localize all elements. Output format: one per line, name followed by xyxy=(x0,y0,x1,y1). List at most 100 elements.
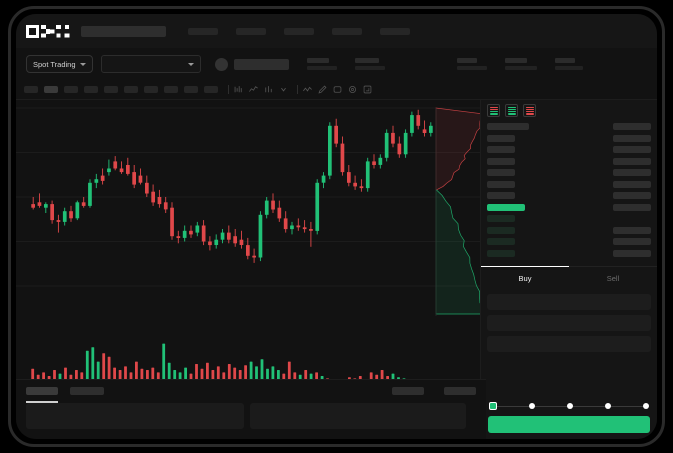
both-sides-mode-icon[interactable] xyxy=(487,104,500,117)
line-chart-icon[interactable] xyxy=(248,84,259,95)
order-book-row[interactable] xyxy=(487,169,651,176)
bottom-card-1[interactable] xyxy=(250,403,466,429)
price-chart-panel[interactable] xyxy=(16,100,486,388)
order-book-price-cell xyxy=(487,203,525,211)
timeframe-button-9[interactable] xyxy=(204,86,218,93)
order-book-size-cell xyxy=(613,192,651,199)
sub-header: Spot Trading xyxy=(16,48,657,80)
alert-icon[interactable] xyxy=(332,84,343,95)
toolbar-divider xyxy=(297,85,298,94)
trading-pair-dropdown[interactable] xyxy=(100,55,201,73)
drawing-tool-icon[interactable] xyxy=(317,84,328,95)
order-book-row[interactable] xyxy=(487,134,651,142)
chart-toolbar xyxy=(16,80,657,100)
indicator-icon[interactable] xyxy=(302,84,313,95)
order-book-price-cell xyxy=(487,169,515,176)
bottom-tab-1[interactable] xyxy=(70,387,104,395)
order-book-price-cell xyxy=(487,123,529,130)
order-amount-field[interactable] xyxy=(487,315,651,331)
timeframe-button-3[interactable] xyxy=(84,86,98,93)
bottom-right-tab-0[interactable] xyxy=(392,387,424,395)
bar-chart-icon[interactable] xyxy=(263,84,274,95)
timeframe-button-6[interactable] xyxy=(144,86,158,93)
bottom-panel xyxy=(16,379,486,439)
order-book-row[interactable] xyxy=(487,180,651,188)
timeframe-button-8[interactable] xyxy=(184,86,198,93)
fullscreen-icon[interactable] xyxy=(362,84,373,95)
bottom-tabs xyxy=(16,380,486,403)
order-book-row[interactable] xyxy=(487,192,651,199)
order-total-field[interactable] xyxy=(487,336,651,352)
order-book-row[interactable] xyxy=(487,238,651,245)
spot-trading-dropdown[interactable]: Spot Trading xyxy=(26,55,93,73)
stat-group-1 xyxy=(354,58,385,70)
order-book-row[interactable] xyxy=(487,215,651,222)
nav-item-3[interactable] xyxy=(332,27,362,35)
order-price-field[interactable] xyxy=(487,294,651,310)
order-book-row[interactable] xyxy=(487,203,651,211)
candlestick-chart xyxy=(16,107,486,388)
tab-buy[interactable]: Buy xyxy=(481,266,569,288)
buy-sell-tabs: Buy Sell xyxy=(481,266,657,288)
submit-order-button[interactable] xyxy=(488,416,650,433)
order-book-row[interactable] xyxy=(487,226,651,234)
stat-group-3 xyxy=(504,58,537,70)
order-book-price-cell xyxy=(487,134,515,142)
app-header xyxy=(16,14,657,48)
order-book-mode-switcher xyxy=(481,100,657,121)
order-book-size-cell xyxy=(613,169,651,176)
stat-group-2 xyxy=(456,58,487,70)
chart-type-chevron-icon[interactable] xyxy=(278,84,289,95)
nav-item-4[interactable] xyxy=(380,27,410,35)
bottom-card-0[interactable] xyxy=(26,403,244,429)
step-dot-1[interactable] xyxy=(529,403,535,409)
timeframe-button-4[interactable] xyxy=(104,86,118,93)
step-dot-2[interactable] xyxy=(567,403,573,409)
search-input[interactable] xyxy=(81,25,166,37)
order-book-price-cell xyxy=(487,180,515,188)
ticker-name xyxy=(233,58,289,70)
bottom-right-tab-1[interactable] xyxy=(444,387,476,395)
order-book-size-cell xyxy=(613,123,651,130)
okx-logo-icon[interactable] xyxy=(26,24,69,38)
stat-group-0 xyxy=(306,58,337,70)
progress-stepper xyxy=(481,398,657,414)
bids-only-mode-icon[interactable] xyxy=(505,104,518,117)
stat-group-4 xyxy=(554,58,583,70)
timeframe-button-2[interactable] xyxy=(64,86,78,93)
avatar xyxy=(214,57,228,71)
order-book-size-cell xyxy=(613,134,651,142)
order-book-row[interactable] xyxy=(487,249,651,257)
order-book-size-cell xyxy=(613,157,651,165)
step-dot-4[interactable] xyxy=(643,403,649,409)
order-book-price-cell xyxy=(487,215,515,222)
order-book-row[interactable] xyxy=(487,146,651,153)
settings-icon[interactable] xyxy=(347,84,358,95)
order-book-row[interactable] xyxy=(487,123,651,130)
toolbar-divider xyxy=(228,85,229,94)
bottom-tab-0[interactable] xyxy=(26,387,58,395)
nav-item-1[interactable] xyxy=(236,27,266,35)
timeframe-button-7[interactable] xyxy=(164,86,178,93)
order-book-price-cell xyxy=(487,226,515,234)
step-dot-3[interactable] xyxy=(605,403,611,409)
candlestick-chart-icon[interactable] xyxy=(233,84,244,95)
active-tab-underline xyxy=(26,401,58,403)
asks-only-mode-icon[interactable] xyxy=(523,104,536,117)
timeframe-button-5[interactable] xyxy=(124,86,138,93)
step-dot-0[interactable] xyxy=(489,402,497,410)
tab-sell[interactable]: Sell xyxy=(606,274,620,283)
ticker-block[interactable] xyxy=(214,57,289,71)
app-screen: Spot Trading xyxy=(16,14,657,439)
order-book-price-cell xyxy=(487,192,515,199)
nav-item-2[interactable] xyxy=(284,27,314,35)
order-book-price-cell xyxy=(487,238,515,245)
order-book-row[interactable] xyxy=(487,157,651,165)
nav-item-0[interactable] xyxy=(188,27,218,35)
timeframe-button-1[interactable] xyxy=(44,86,58,93)
timeframe-button-0[interactable] xyxy=(24,86,38,93)
order-book-panel: Buy Sell xyxy=(480,100,657,439)
chevron-down-icon xyxy=(79,62,86,66)
order-book-size-cell xyxy=(613,226,651,234)
spot-trading-label: Spot Trading xyxy=(33,59,76,69)
